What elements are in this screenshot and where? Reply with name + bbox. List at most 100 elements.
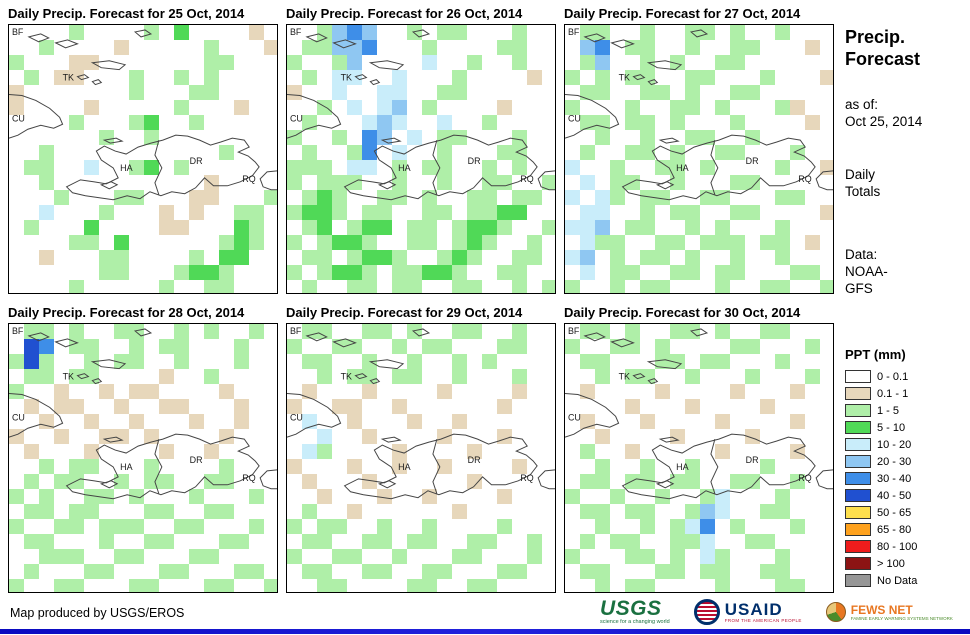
precip-cell (174, 235, 189, 250)
precip-cell (482, 250, 497, 265)
precip-cell (670, 579, 685, 592)
precip-cell (625, 429, 640, 444)
precip-cell (467, 564, 482, 579)
precip-cell (317, 40, 332, 55)
precip-cell (392, 130, 407, 145)
precip-cell (159, 55, 174, 70)
precip-cell (302, 399, 317, 414)
precip-cell (302, 354, 317, 369)
precip-cell (114, 115, 129, 130)
precip-cell (189, 25, 204, 40)
precip-cell (159, 489, 174, 504)
precip-cell (655, 70, 670, 85)
precip-cell (685, 205, 700, 220)
precip-cell (452, 115, 467, 130)
precip-cell (317, 145, 332, 160)
precip-cell (392, 414, 407, 429)
precip-cell (467, 220, 482, 235)
precip-cell (482, 100, 497, 115)
precip-cell (347, 160, 362, 175)
precip-cell (422, 115, 437, 130)
precip-cell (129, 175, 144, 190)
precip-cell (129, 115, 144, 130)
precip-cell (820, 519, 833, 534)
precip-cell (542, 175, 555, 190)
precip-cell (775, 265, 790, 280)
precip-cell (512, 489, 527, 504)
precip-cell (332, 399, 347, 414)
precip-cell (362, 100, 377, 115)
precip-cell (54, 145, 69, 160)
precip-cell (805, 265, 820, 280)
precip-cell (565, 564, 580, 579)
precip-cell (542, 444, 555, 459)
panel-title: Daily Precip. Forecast for 25 Oct, 2014 (8, 6, 245, 21)
precip-cell (625, 384, 640, 399)
precip-cell (407, 384, 422, 399)
precip-cell (437, 519, 452, 534)
precip-cell (219, 459, 234, 474)
precip-cell (670, 429, 685, 444)
precip-cell (527, 265, 542, 280)
precip-cell (84, 519, 99, 534)
country-code-label: DR (746, 455, 759, 465)
precip-cell (730, 549, 745, 564)
precip-cell (9, 40, 24, 55)
precip-cell (640, 220, 655, 235)
precip-cell (332, 519, 347, 534)
precip-cell (39, 444, 54, 459)
precip-cell (610, 474, 625, 489)
usaid-emblem-icon (693, 599, 720, 625)
precip-cell (685, 145, 700, 160)
precip-cell (655, 579, 670, 592)
precip-cell (84, 444, 99, 459)
precip-cell (317, 489, 332, 504)
precip-cell (159, 339, 174, 354)
precip-cell (249, 549, 264, 564)
precip-cell (482, 85, 497, 100)
precip-cell (610, 489, 625, 504)
totals-line2: Totals (845, 184, 881, 199)
precip-cell (392, 324, 407, 339)
precip-cell (204, 25, 219, 40)
precip-cell (760, 235, 775, 250)
precip-cell (610, 265, 625, 280)
precip-cell (362, 145, 377, 160)
precip-cell (595, 399, 610, 414)
precip-cell (745, 549, 760, 564)
precip-cell (730, 85, 745, 100)
precip-cell (512, 399, 527, 414)
legend-item: 40 - 50 (845, 487, 965, 504)
country-code-label: BF (568, 326, 580, 336)
precip-cell (715, 100, 730, 115)
precip-cell (610, 459, 625, 474)
precip-cell (805, 339, 820, 354)
precip-cell (54, 250, 69, 265)
precip-cell (114, 324, 129, 339)
precip-cell (745, 369, 760, 384)
precip-cell (392, 265, 407, 280)
precip-cell (377, 549, 392, 564)
precip-cell (497, 55, 512, 70)
precip-cell (204, 384, 219, 399)
precip-cell (377, 504, 392, 519)
precip-cell (512, 40, 527, 55)
precip-cell (820, 534, 833, 549)
precip-cell (730, 444, 745, 459)
precip-cell (159, 504, 174, 519)
precip-cell (144, 130, 159, 145)
precip-cell (159, 250, 174, 265)
precip-cell (9, 205, 24, 220)
precip-cell (745, 85, 760, 100)
precip-cell (317, 160, 332, 175)
precip-cell (204, 265, 219, 280)
precip-cell (54, 205, 69, 220)
precip-cell (595, 25, 610, 40)
precip-cell (745, 220, 760, 235)
precip-cell (595, 549, 610, 564)
precip-cell (219, 145, 234, 160)
precip-cell (655, 190, 670, 205)
country-code-label: DR (190, 156, 203, 166)
precip-cell (497, 70, 512, 85)
